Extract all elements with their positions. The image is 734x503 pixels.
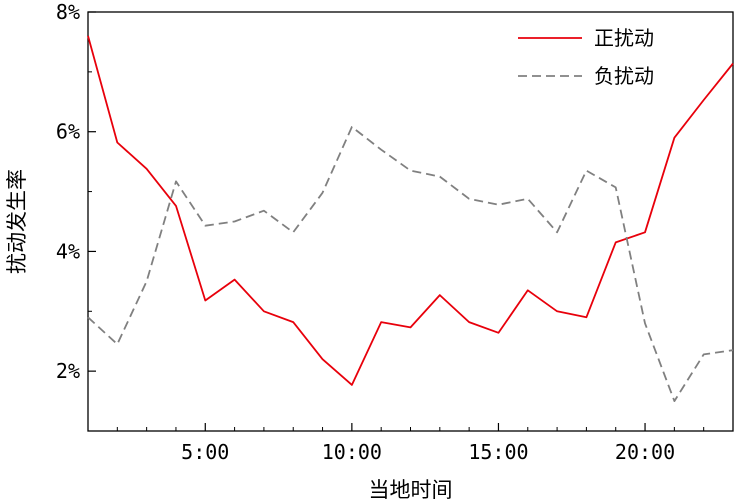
plot-area: 5:00 10:00 15:00 20:00 2% 4% 6% 8% — [56, 0, 734, 464]
legend-label: 正扰动 — [594, 26, 654, 50]
y-axis-label: 扰动发生率 — [5, 169, 29, 274]
x-tick-label: 5:00 — [181, 440, 229, 464]
legend-label: 负扰动 — [594, 64, 654, 88]
y-tick-label: 8% — [56, 0, 80, 24]
y-tick-label: 2% — [56, 359, 80, 383]
x-tick-label: 10:00 — [322, 440, 382, 464]
series-line — [87, 126, 734, 403]
minor-ticks — [88, 71, 705, 432]
major-ticks — [88, 11, 646, 431]
series-lines — [87, 35, 734, 403]
x-tick-label: 15:00 — [468, 440, 528, 464]
tick-labels: 5:00 10:00 15:00 20:00 2% 4% 6% 8% — [56, 0, 675, 464]
y-tick-label: 6% — [56, 120, 80, 144]
y-tick-label: 4% — [56, 239, 80, 263]
series-line — [87, 35, 734, 386]
x-axis-label: 当地时间 — [369, 478, 453, 502]
x-tick-label: 20:00 — [615, 440, 675, 464]
